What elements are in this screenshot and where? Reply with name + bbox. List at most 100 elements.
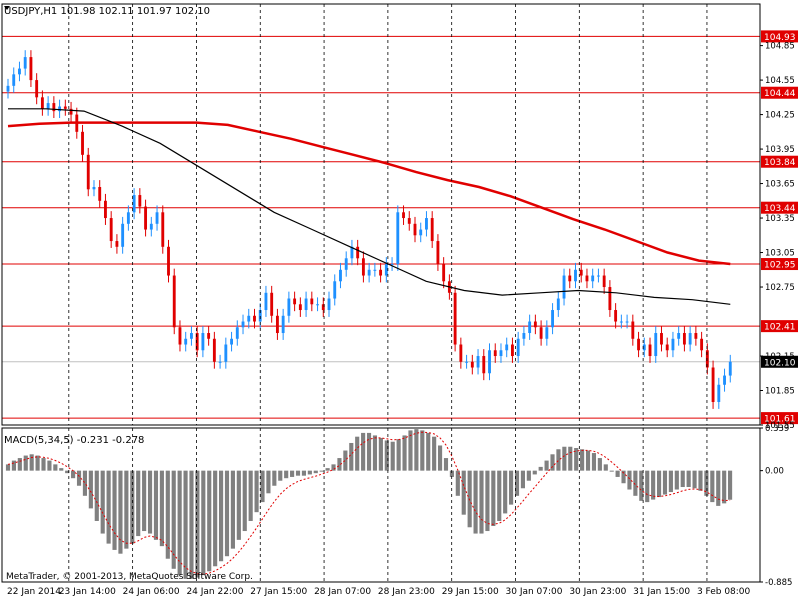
macd-bar — [53, 464, 58, 471]
y-tick-label: 102.75 — [765, 283, 795, 293]
macd-bar — [520, 470, 525, 489]
macd-bar — [76, 470, 82, 486]
candle-body — [46, 103, 50, 109]
macd-bar — [408, 430, 413, 471]
macd-bar — [455, 470, 460, 496]
candle-body — [367, 269, 371, 276]
macd-bar — [514, 470, 520, 496]
macd-bar — [621, 470, 626, 484]
macd-bar — [65, 470, 70, 474]
macd-bar — [603, 464, 608, 471]
candle-body — [596, 275, 600, 277]
x-tick-label: 22 Jan 2014 — [7, 587, 61, 597]
candle-body — [172, 275, 176, 328]
candle-body — [470, 361, 474, 368]
candle-body — [476, 356, 480, 368]
candle-body — [551, 310, 554, 328]
macd-bar — [136, 470, 141, 537]
price-panel[interactable]: 104.93 104.44 103.84 103.44 102.95 102.41 101.… — [2, 30, 798, 425]
candle-body — [333, 281, 337, 299]
macd-bar — [260, 470, 265, 503]
macd-bar — [59, 468, 64, 471]
candle-body — [63, 106, 67, 109]
candle-body — [384, 264, 388, 276]
candle-body — [533, 321, 537, 328]
x-tick-label: 27 Jan 15:00 — [250, 587, 307, 597]
macd-bar — [219, 470, 224, 562]
level-label: 103.44 — [764, 204, 796, 214]
candle-body — [579, 269, 583, 276]
macd-bar — [201, 470, 206, 576]
macd-bar — [526, 470, 531, 481]
macd-bar — [722, 470, 727, 504]
macd-bar — [686, 470, 691, 488]
candle-body — [253, 315, 256, 322]
candle-body — [40, 97, 44, 109]
candle-body — [69, 108, 73, 115]
macd-bar — [236, 470, 241, 540]
chevron-down-icon — [4, 6, 10, 10]
macd-bar — [189, 470, 194, 579]
macd-bar — [656, 470, 662, 498]
candle-body — [631, 321, 635, 339]
macd-bar — [159, 470, 164, 547]
level-label: 104.44 — [764, 89, 796, 99]
macd-bar — [372, 435, 378, 471]
level-label: 101.61 — [764, 415, 796, 425]
candle-body — [201, 333, 205, 351]
macd-bar — [82, 470, 88, 496]
macd-bar — [568, 446, 573, 471]
macd-bar — [248, 470, 253, 521]
macd-bar — [550, 454, 555, 471]
macd-bar — [633, 470, 638, 496]
candle-body — [499, 350, 503, 357]
candle-body — [184, 338, 188, 345]
macd-bar — [153, 470, 159, 540]
macd-bar — [437, 445, 443, 471]
macd-bar — [331, 464, 336, 471]
y-tick-label: 102.15 — [765, 352, 795, 362]
candle-body — [493, 350, 497, 357]
x-tick-label: 28 Jan 07:00 — [314, 587, 371, 597]
candle-body — [700, 338, 704, 351]
candle-body — [407, 218, 411, 224]
level-badge — [761, 86, 798, 99]
x-tick-label: 24 Jan 22:00 — [186, 587, 243, 597]
macd-bar — [692, 470, 697, 489]
macd-bar — [674, 470, 679, 490]
candle-body — [585, 275, 589, 282]
candle-body — [304, 298, 308, 311]
candle-body — [115, 241, 119, 247]
current-price-label: 102.10 — [764, 358, 796, 368]
candle-body — [682, 333, 686, 345]
macd-bar — [29, 454, 34, 471]
macd-bar — [17, 458, 22, 471]
macd-bar — [609, 470, 614, 472]
macd-bar — [325, 468, 330, 471]
current-price-badge — [761, 355, 798, 368]
candle-body — [453, 292, 457, 345]
macd-bar — [544, 460, 549, 471]
candle-body — [258, 310, 262, 322]
macd-bar — [307, 470, 312, 475]
macd-bar — [532, 470, 537, 475]
level-badge — [761, 30, 798, 43]
candle-body — [591, 275, 595, 282]
macd-y-tick-label: 0.00 — [765, 467, 784, 477]
candle-body — [109, 218, 113, 242]
macd-bar — [278, 470, 283, 481]
candle-body — [138, 195, 142, 207]
candle-body — [126, 212, 130, 224]
macd-bar — [224, 470, 230, 557]
candle-body — [29, 57, 33, 81]
macd-bar — [5, 464, 11, 471]
macd-bar — [473, 470, 478, 534]
candle-body — [344, 258, 348, 270]
macd-bar — [580, 449, 585, 471]
macd-bar — [432, 436, 437, 471]
candle-body — [677, 333, 681, 339]
candle-body — [247, 315, 251, 322]
candle-body — [121, 223, 125, 247]
candle-body — [287, 298, 291, 316]
